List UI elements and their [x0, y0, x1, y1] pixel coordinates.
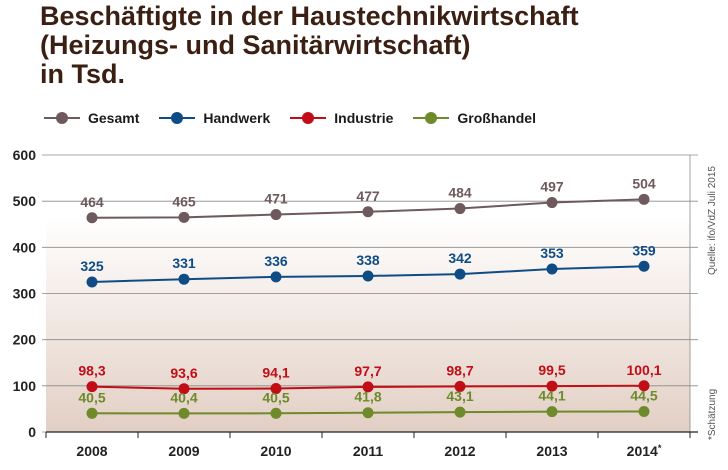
data-point — [178, 211, 190, 223]
y-tick-label: 600 — [13, 147, 37, 163]
data-label: 41,8 — [354, 389, 381, 405]
data-label: 40,5 — [262, 389, 289, 405]
data-point — [86, 381, 98, 393]
data-point — [86, 212, 98, 224]
data-label: 94,1 — [262, 365, 289, 381]
data-point — [270, 209, 282, 221]
data-label: 325 — [80, 258, 104, 274]
chart-title: Beschäftigte in der Haustechnikwirtschaf… — [40, 2, 579, 89]
data-label: 359 — [632, 242, 656, 258]
legend-swatch-gesamt — [44, 111, 80, 125]
footnote: *Schätzung — [707, 388, 718, 440]
data-point — [454, 203, 466, 215]
data-point — [86, 276, 98, 288]
legend-label: Industrie — [334, 110, 394, 126]
legend-item-industrie: Industrie — [290, 110, 393, 126]
data-label: 338 — [356, 252, 380, 268]
data-point — [638, 193, 650, 205]
data-label: 98,7 — [446, 362, 473, 378]
legend-label: Gesamt — [88, 110, 140, 126]
data-point — [178, 407, 190, 419]
chart-title-line: (Heizungs- und Sanitärwirtschaft) — [40, 30, 471, 60]
chart-legend: Gesamt Handwerk Industrie Großhandel — [44, 109, 536, 127]
data-label: 97,7 — [354, 363, 381, 379]
y-tick-label: 0 — [28, 424, 36, 440]
y-tick-label: 200 — [13, 332, 37, 348]
y-tick-label: 500 — [13, 193, 37, 209]
data-point — [638, 405, 650, 417]
legend-swatch-industrie — [290, 111, 327, 125]
data-label: 44,5 — [630, 387, 657, 403]
data-point — [546, 406, 558, 418]
data-point — [178, 383, 190, 395]
data-point — [546, 263, 558, 275]
legend-item-gesamt: Gesamt — [44, 110, 139, 126]
data-label: 497 — [540, 179, 564, 195]
data-label: 464 — [80, 194, 104, 210]
legend-swatch-grosshandel — [413, 111, 450, 125]
data-point — [454, 406, 466, 418]
data-point — [178, 273, 190, 285]
data-label: 504 — [632, 175, 656, 191]
x-tick-label: 2013 — [536, 443, 567, 459]
legend-item-handwerk: Handwerk — [159, 110, 270, 126]
data-point — [638, 260, 650, 272]
data-point — [270, 407, 282, 419]
data-label: 331 — [172, 255, 196, 271]
y-tick-label: 300 — [13, 286, 37, 302]
x-tick-label: 2008 — [76, 443, 107, 459]
source-note: Quelle: ifo/VdZ Juli 2015 — [707, 166, 718, 275]
legend-swatch-handwerk — [159, 111, 196, 125]
data-point — [362, 206, 374, 218]
chart-title-line: in Tsd. — [40, 59, 125, 89]
data-point — [638, 380, 650, 392]
data-point — [362, 407, 374, 419]
y-tick-label: 100 — [13, 378, 37, 394]
data-point — [454, 380, 466, 392]
data-label: 99,5 — [538, 362, 565, 378]
data-label: 336 — [264, 253, 288, 269]
x-tick-label: 2009 — [168, 443, 199, 459]
data-label: 43,1 — [446, 388, 473, 404]
data-label: 40,4 — [170, 389, 197, 405]
y-tick-label: 400 — [13, 239, 37, 255]
data-label: 100,1 — [626, 362, 661, 378]
data-label: 40,5 — [78, 389, 105, 405]
legend-label: Großhandel — [457, 110, 536, 126]
data-label: 353 — [540, 245, 564, 261]
data-label: 342 — [448, 250, 472, 266]
data-label: 44,1 — [538, 388, 565, 404]
data-label: 465 — [172, 193, 196, 209]
data-point — [270, 383, 282, 395]
x-tick-label: 2011 — [353, 443, 384, 459]
data-label: 98,3 — [78, 363, 105, 379]
data-point — [546, 197, 558, 209]
data-point — [270, 271, 282, 283]
x-tick-label: 2012 — [444, 443, 475, 459]
x-tick-label: 2010 — [260, 443, 291, 459]
legend-item-grosshandel: Großhandel — [413, 110, 536, 126]
data-label: 477 — [356, 188, 380, 204]
data-point — [454, 268, 466, 280]
chart-title-line: Beschäftigte in der Haustechnikwirtschaf… — [40, 1, 579, 31]
data-point — [546, 380, 558, 392]
x-tick-label: 2014* — [627, 443, 662, 459]
data-point — [86, 407, 98, 419]
data-point — [362, 381, 374, 393]
data-label: 471 — [264, 191, 288, 207]
data-point — [362, 270, 374, 282]
legend-label: Handwerk — [203, 110, 271, 126]
data-label: 93,6 — [170, 365, 197, 381]
data-label: 484 — [448, 185, 472, 201]
